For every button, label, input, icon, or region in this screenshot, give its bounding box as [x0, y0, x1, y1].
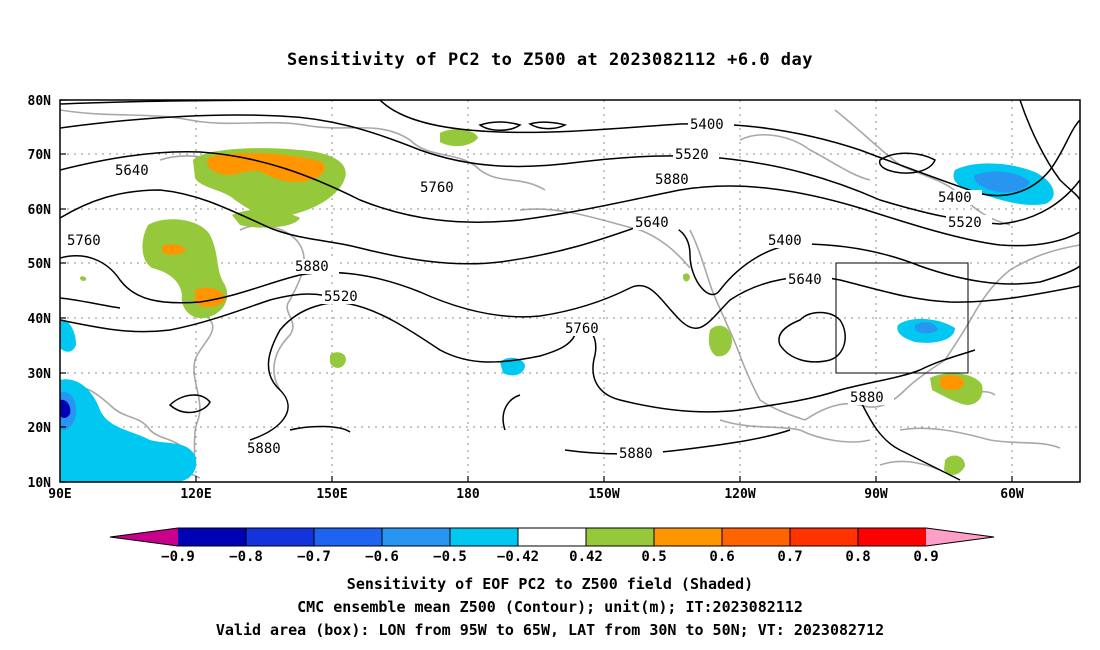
- svg-text:5760: 5760: [67, 233, 101, 249]
- colorbar-label: −0.7: [297, 549, 331, 565]
- z500-contours: [60, 100, 1080, 481]
- colorbar-label: 0.9: [913, 549, 938, 565]
- svg-text:5880: 5880: [655, 172, 689, 188]
- colorbar-swatch: [926, 528, 994, 546]
- colorbar-label: 0.42: [569, 549, 603, 565]
- lat-label: 30N: [28, 367, 52, 382]
- colorbar-swatch: [586, 528, 654, 546]
- colorbar-swatch: [858, 528, 926, 546]
- lat-label: 70N: [28, 148, 52, 163]
- lat-label: 20N: [28, 421, 52, 436]
- colorbar-label: −0.8: [229, 549, 263, 565]
- longitude-axis: 90E 120E 150E 180 150W 120W 90W 60W: [48, 476, 1024, 502]
- footer-valid-area-caption: Valid area (box): LON from 95W to 65W, L…: [215, 621, 885, 639]
- coastlines: [60, 109, 1080, 479]
- svg-text:5400: 5400: [690, 117, 724, 133]
- lat-label: 10N: [28, 476, 52, 491]
- svg-text:5640: 5640: [635, 215, 669, 231]
- lat-label: 50N: [28, 257, 52, 272]
- lon-label: 90W: [864, 487, 888, 502]
- svg-text:5880: 5880: [295, 259, 329, 275]
- colorbar-swatch: [722, 528, 790, 546]
- colorbar-swatch: [450, 528, 518, 546]
- colorbar-label: −0.5: [433, 549, 467, 565]
- lon-label: 120E: [180, 487, 211, 502]
- svg-text:5640: 5640: [788, 272, 822, 288]
- svg-text:5880: 5880: [619, 446, 653, 462]
- latitude-axis: 80N 70N 60N 50N 40N 30N 20N 10N: [28, 94, 66, 491]
- svg-text:5520: 5520: [324, 289, 358, 305]
- colorbar-label: 0.6: [709, 549, 734, 565]
- colorbar-swatch: [246, 528, 314, 546]
- colorbar-label: 0.8: [845, 549, 870, 565]
- svg-text:5400: 5400: [938, 190, 972, 206]
- colorbar-swatch: [178, 528, 246, 546]
- colorbar-swatch: [110, 528, 178, 546]
- colorbar-swatch: [314, 528, 382, 546]
- contour-labels: 5400 5520 5640 5760 5880 5400 5520 5640 …: [65, 117, 992, 462]
- colorbar: −0.9 −0.8 −0.7 −0.6 −0.5 −0.42 0.42 0.5 …: [109, 527, 995, 565]
- svg-text:5880: 5880: [850, 390, 884, 406]
- valid-area-box: [835, 262, 969, 374]
- svg-text:5520: 5520: [675, 147, 709, 163]
- lon-label: 180: [456, 487, 480, 502]
- figure-title: Sensitivity of PC2 to Z500 at 2023082112…: [286, 50, 813, 70]
- map-frame: [59, 99, 1081, 483]
- negative-sensitivity-shading: [60, 163, 1054, 482]
- colorbar-label: −0.42: [497, 549, 539, 565]
- colorbar-label: −0.9: [161, 549, 195, 565]
- lat-label: 60N: [28, 203, 52, 218]
- colorbar-label: 0.5: [641, 549, 666, 565]
- svg-text:5520: 5520: [948, 215, 982, 231]
- lon-label: 90E: [48, 487, 71, 502]
- footer-shading-caption: Sensitivity of EOF PC2 to Z500 field (Sh…: [346, 575, 754, 593]
- svg-text:5880: 5880: [247, 441, 281, 457]
- svg-text:5760: 5760: [565, 321, 599, 337]
- colorbar-label: 0.7: [777, 549, 802, 565]
- colorbar-swatch: [654, 528, 722, 546]
- lat-label: 40N: [28, 312, 52, 327]
- lon-label: 120W: [724, 487, 755, 502]
- colorbar-swatch: [382, 528, 450, 546]
- svg-text:5400: 5400: [768, 233, 802, 249]
- lon-label: 60W: [1000, 487, 1024, 502]
- svg-text:5640: 5640: [115, 163, 149, 179]
- lon-label: 150E: [316, 487, 347, 502]
- positive-sensitivity-shading: [80, 129, 983, 475]
- colorbar-swatch: [790, 528, 858, 546]
- colorbar-label: −0.6: [365, 549, 399, 565]
- colorbar-swatch: [518, 528, 586, 546]
- svg-text:5760: 5760: [420, 180, 454, 196]
- lon-label: 150W: [588, 487, 619, 502]
- lat-label: 80N: [28, 94, 52, 109]
- footer-contour-caption: CMC ensemble mean Z500 (Contour); unit(m…: [297, 598, 803, 616]
